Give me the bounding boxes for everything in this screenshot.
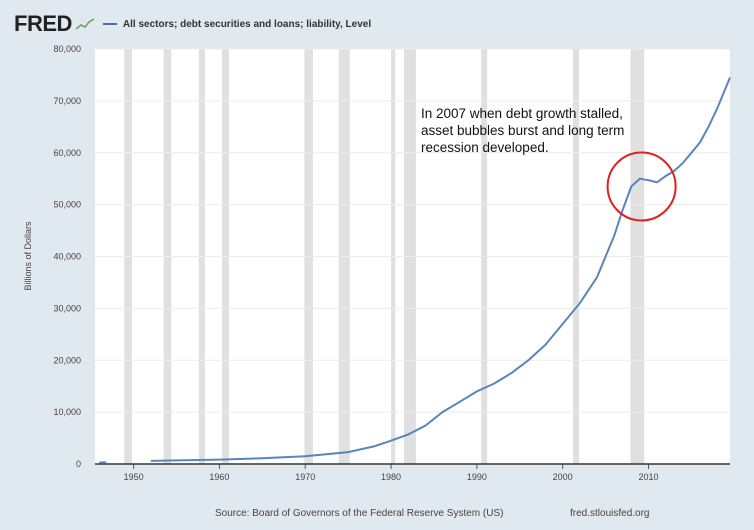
- x-tick-label: 1950: [124, 472, 144, 482]
- x-tick-label: 1980: [381, 472, 401, 482]
- fred-logo[interactable]: FRED: [14, 11, 72, 36]
- grid: [95, 48, 730, 413]
- chart-header: FRED All sectors; debt securities and lo…: [14, 10, 371, 38]
- series-line: [150, 77, 731, 462]
- y-tick-label: 50,000: [53, 200, 81, 210]
- y-tick-label: 80,000: [53, 44, 81, 54]
- fred-chart-icon: [74, 17, 95, 31]
- y-axis-label: Billions of Dollars: [23, 221, 33, 291]
- x-axis-ticks: 1950 1960 1970 1980 1990 2000 2010: [124, 464, 658, 482]
- y-tick-label: 60,000: [53, 148, 81, 158]
- x-tick-label: 1960: [209, 472, 229, 482]
- legend-label[interactable]: All sectors; debt securities and loans; …: [122, 18, 372, 30]
- y-tick-label: 70,000: [53, 96, 81, 106]
- y-tick-label: 0: [76, 459, 81, 469]
- annotation-line: recession developed.: [421, 140, 549, 155]
- annotation-text: In 2007 when debt growth stalled, asset b…: [421, 106, 624, 155]
- y-axis-ticks: 0 10,000 20,000 30,000 40,000 50,000 60,000 70,…: [53, 44, 81, 469]
- x-tick-label: 2000: [553, 472, 573, 482]
- y-tick-label: 10,000: [53, 407, 81, 417]
- legend-swatch: [102, 23, 117, 25]
- annotation-line: asset bubbles burst and long term: [421, 123, 624, 138]
- site-link[interactable]: fred.stlouisfed.org: [570, 508, 650, 519]
- annotation-circle: [606, 151, 677, 222]
- y-tick-label: 20,000: [53, 355, 81, 365]
- y-tick-label: 40,000: [53, 252, 81, 262]
- x-tick-label: 1990: [467, 472, 487, 482]
- x-tick-label: 1970: [295, 472, 315, 482]
- source-text: Source: Board of Governors of the Federa…: [215, 508, 504, 519]
- x-tick-label: 2010: [638, 472, 658, 482]
- annotation-line: In 2007 when debt growth stalled,: [421, 106, 623, 121]
- y-tick-label: 30,000: [53, 303, 81, 313]
